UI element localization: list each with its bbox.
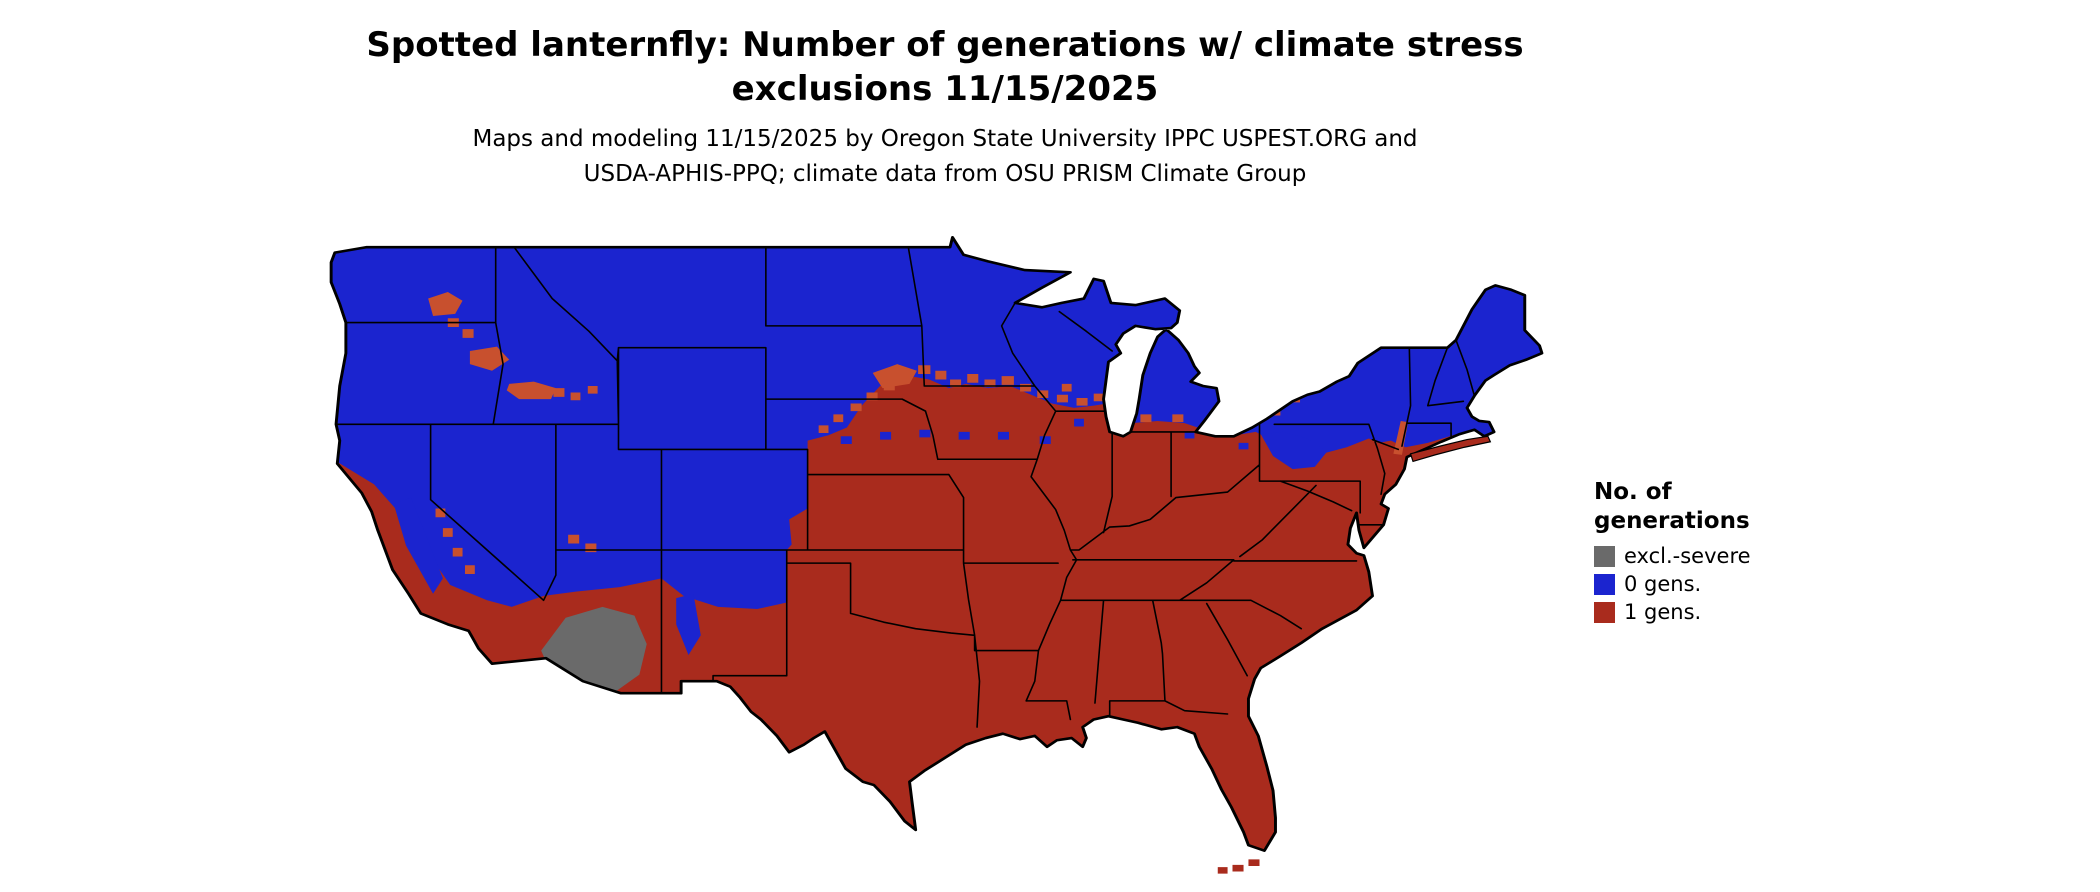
us-generations-map <box>325 222 1553 878</box>
page-title-line2: exclusions 11/15/2025 <box>731 68 1159 109</box>
legend-item-zero-gens: 0 gens. <box>1594 571 1834 596</box>
us-map-svg <box>329 235 1544 874</box>
page-title: Spotted lanternfly: Number of generation… <box>366 24 1523 111</box>
map-legend: No. of generations excl.-severe 0 gens. … <box>1594 478 1834 629</box>
legend-label-severe: excl.-severe <box>1624 543 1751 568</box>
legend-item-severe: excl.-severe <box>1594 543 1834 568</box>
legend-items: excl.-severe 0 gens. 1 gens. <box>1594 543 1834 624</box>
legend-title-line1: No. of <box>1594 479 1672 505</box>
legend-swatch-zero-gens <box>1594 573 1615 595</box>
legend-swatch-severe <box>1594 545 1615 567</box>
long-island <box>1411 436 1491 461</box>
page-subtitle-line2: USDA-APHIS-PPQ; climate data from OSU PR… <box>583 160 1307 187</box>
legend-label-zero-gens: 0 gens. <box>1624 571 1702 596</box>
page-subtitle-line1: Maps and modeling 11/15/2025 by Oregon S… <box>472 126 1418 152</box>
legend-swatch-one-gen <box>1594 601 1615 623</box>
page-subtitle: Maps and modeling 11/15/2025 by Oregon S… <box>472 122 1417 191</box>
state-borders <box>336 247 1474 727</box>
page-title-line1: Spotted lanternfly: Number of generation… <box>366 25 1524 65</box>
florida-keys <box>1217 859 1260 874</box>
legend-item-one-gen: 1 gens. <box>1594 599 1834 624</box>
legend-title: No. of generations <box>1594 478 1834 536</box>
legend-title-line2: generations <box>1594 507 1750 534</box>
legend-label-one-gen: 1 gens. <box>1624 599 1702 624</box>
transition-speckle-blue <box>840 418 1249 450</box>
